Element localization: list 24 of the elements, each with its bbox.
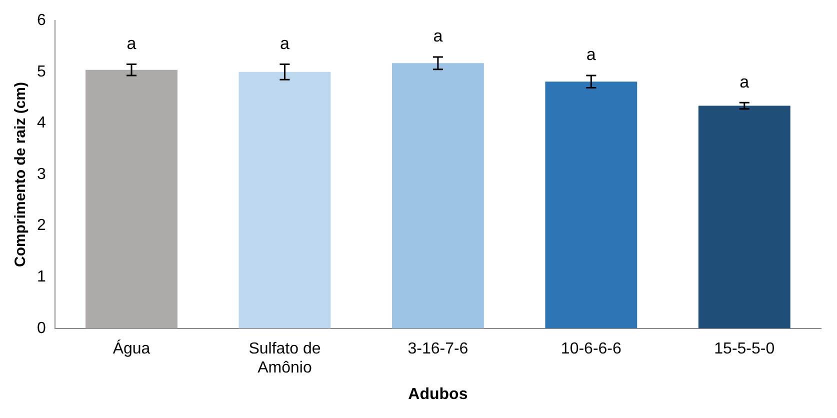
bar xyxy=(545,82,638,328)
x-tick-label: Sulfato de Amônio xyxy=(248,340,321,377)
x-tick-label: 10-6-6-6 xyxy=(560,340,622,358)
bar xyxy=(392,63,484,328)
bar xyxy=(698,106,790,328)
y-axis-title: Comprimento de raiz (cm) xyxy=(12,82,30,268)
data-label: a xyxy=(280,34,290,53)
data-label: a xyxy=(433,26,444,46)
y-tick-label: 6 xyxy=(36,12,46,30)
x-tick-label: 15-5-5-0 xyxy=(714,340,775,358)
data-label: a xyxy=(126,34,137,53)
x-tick-label: Água xyxy=(112,339,150,358)
y-tick-label: 5 xyxy=(36,63,46,80)
y-tick-label: 1 xyxy=(36,268,46,286)
x-tick-label: 3-16-7-6 xyxy=(408,340,468,358)
x-axis-title: Adubos xyxy=(408,386,468,403)
y-tick-label: 0 xyxy=(36,320,46,337)
y-tick-label: 4 xyxy=(36,114,46,132)
y-tick-label: 2 xyxy=(36,217,46,234)
bar xyxy=(86,70,178,328)
y-tick-label: 3 xyxy=(36,166,46,183)
data-label: a xyxy=(740,72,750,92)
data-label: a xyxy=(586,45,596,64)
bar xyxy=(238,72,331,328)
